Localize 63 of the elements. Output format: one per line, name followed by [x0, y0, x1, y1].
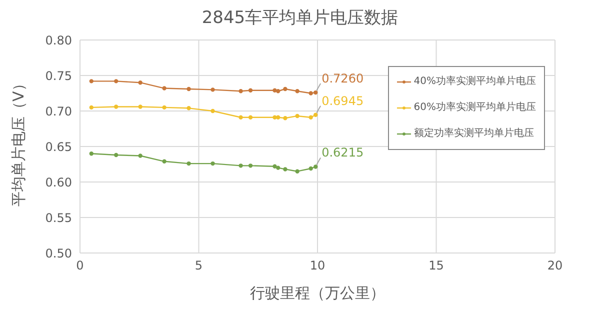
point: [186, 161, 191, 166]
y-tick-label: 0.50: [45, 246, 72, 260]
y-tick-label: 0.55: [45, 210, 72, 225]
point: [276, 115, 280, 120]
x-tick-label: 10: [310, 258, 326, 273]
chart-title: 2845车平均单片电压数据: [200, 7, 400, 29]
point: [272, 115, 277, 120]
point: [114, 104, 118, 109]
point: [283, 167, 288, 172]
y-tick-label: 0.65: [45, 140, 72, 154]
point: [308, 115, 313, 120]
x-axis-title: 行驶里程（万公里）: [250, 284, 385, 302]
x-tick-label: 20: [547, 258, 563, 273]
legend-label: 额定功率实测平均单片电压: [414, 126, 534, 141]
point: [248, 115, 253, 120]
legend-label: 60%功率实测平均单片电压: [414, 100, 536, 115]
point: [114, 152, 118, 158]
annotation: 0.7260: [322, 72, 364, 86]
point: [248, 164, 253, 168]
point: [248, 88, 253, 93]
y-axis-title: 平均单片电压（V）: [9, 76, 28, 206]
annotation: 0.6945: [322, 94, 364, 108]
point: [238, 115, 243, 120]
legend-label: 40%功率实测平均单片电压: [414, 74, 536, 89]
point: [210, 88, 215, 92]
point: [238, 89, 243, 94]
y-tick-label: 0.60: [45, 175, 72, 190]
annotation: 0.6215: [322, 146, 364, 160]
point: [314, 112, 318, 118]
x-tick-label: 0: [76, 258, 84, 273]
point: [308, 91, 313, 96]
point: [272, 164, 277, 168]
point: [276, 89, 280, 94]
y-tick-label: 0.75: [45, 68, 72, 83]
point: [238, 164, 243, 168]
point: [314, 90, 318, 95]
point: [186, 106, 191, 110]
point: [114, 79, 118, 84]
point: [89, 79, 94, 84]
point: [295, 114, 300, 118]
point: [210, 161, 215, 166]
point: [138, 80, 142, 85]
point: [162, 105, 166, 110]
point: [295, 169, 300, 174]
point: [283, 116, 288, 120]
x-tick-label: 15: [428, 258, 444, 273]
point: [314, 164, 318, 169]
point: [295, 89, 300, 94]
y-tick-label: 0.70: [45, 104, 72, 118]
point: [162, 86, 166, 90]
point: [138, 154, 142, 158]
point: [138, 104, 142, 109]
point: [283, 86, 288, 92]
point: [276, 166, 280, 170]
point: [89, 105, 94, 110]
point: [210, 108, 215, 114]
point: [89, 152, 94, 156]
point: [308, 166, 313, 171]
point: [272, 88, 277, 93]
y-tick-label: 0.80: [45, 33, 72, 48]
point: [162, 159, 166, 164]
x-tick-label: 5: [194, 258, 203, 273]
point: [186, 86, 191, 92]
